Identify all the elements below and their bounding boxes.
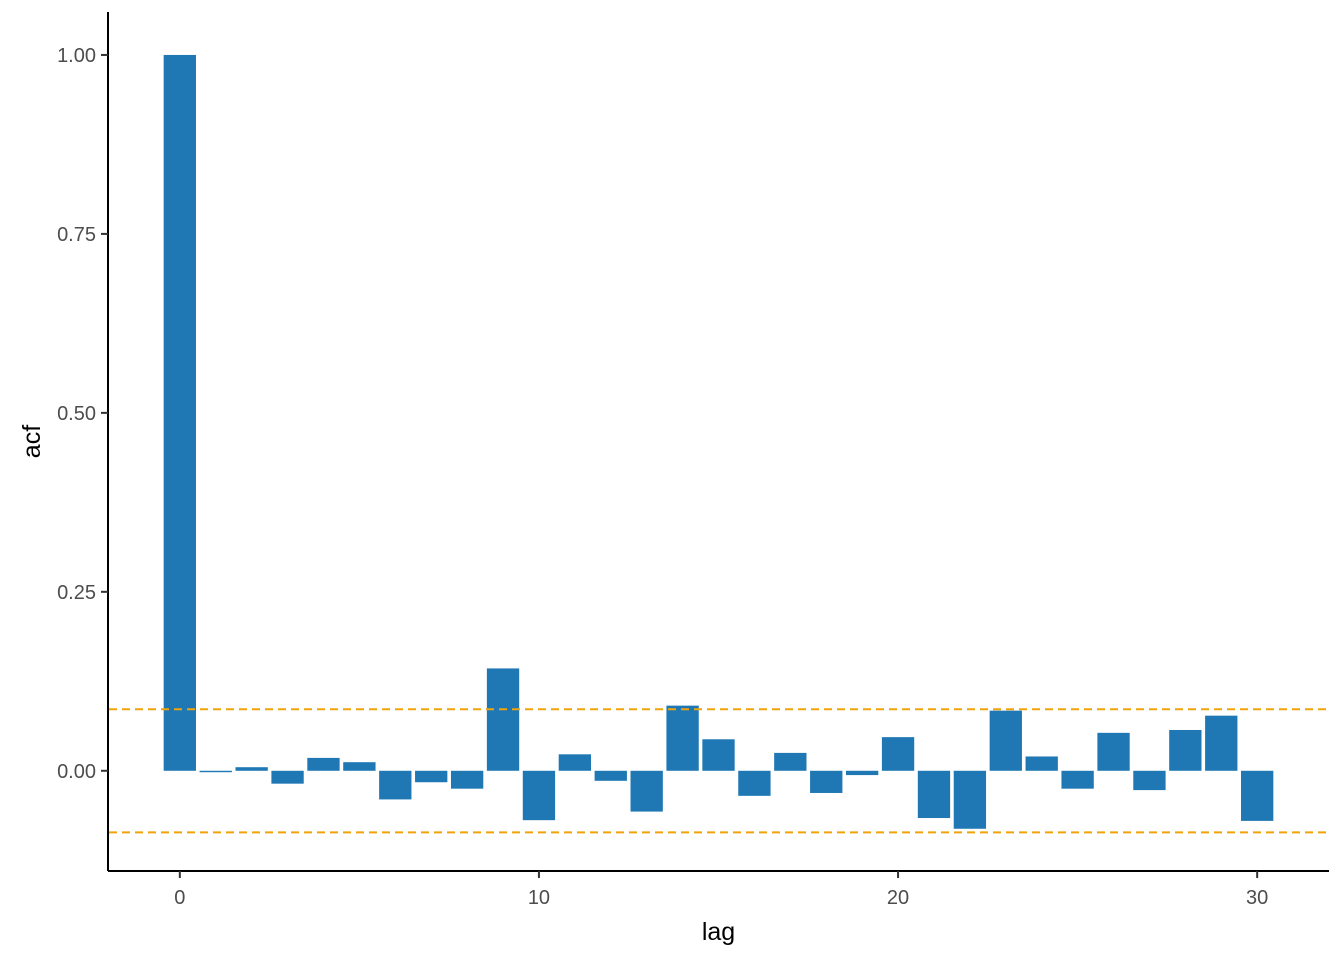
bar-lag-13: [630, 770, 663, 812]
bar-lag-18: [810, 770, 843, 793]
bar-lag-7: [415, 770, 448, 783]
bar-lag-15: [702, 739, 735, 771]
bar-lag-10: [522, 770, 556, 821]
bar-lag-25: [1061, 770, 1094, 789]
bar-lag-14: [666, 705, 699, 771]
bar-lag-2: [235, 767, 268, 771]
y-tick-label: 0.00: [57, 761, 96, 783]
bar-lag-3: [271, 770, 304, 784]
bar-lag-27: [1133, 770, 1166, 791]
bar-lag-5: [343, 762, 376, 771]
bar-lag-28: [1169, 729, 1202, 771]
bar-lag-9: [486, 668, 520, 771]
bar-lag-11: [558, 754, 592, 771]
y-tick-label: 0.50: [57, 403, 96, 425]
x-tick-label: 0: [174, 887, 185, 909]
bar-lag-30: [1241, 770, 1274, 821]
bar-lag-22: [953, 770, 987, 829]
bar-lag-1: [199, 770, 232, 773]
axes-group: [107, 12, 1329, 872]
bar-lag-12: [594, 770, 627, 781]
x-tick-label: 10: [528, 887, 550, 909]
y-axis-title: acf: [18, 425, 46, 458]
bar-lag-0: [163, 54, 196, 771]
y-tick-label: 1.00: [57, 45, 96, 67]
bar-lag-17: [774, 752, 807, 771]
bar-lag-4: [307, 757, 340, 771]
bar-lag-8: [450, 770, 484, 789]
bar-lag-16: [738, 770, 771, 796]
x-axis-title: lag: [702, 918, 735, 946]
y-ticks-group: 0.00 0.25 0.50 0.75 1.00: [57, 45, 108, 783]
bar-lag-29: [1205, 715, 1238, 771]
bar-lag-24: [1025, 756, 1058, 771]
x-tick-label: 30: [1246, 887, 1268, 909]
bar-lag-20: [881, 737, 915, 771]
bar-lag-21: [917, 770, 951, 819]
bar-lag-26: [1097, 732, 1130, 771]
bars-group: [163, 54, 1274, 829]
confidence-lines-group: [109, 708, 1329, 834]
bar-lag-6: [379, 770, 412, 800]
x-ticks-group: 0 10 20 30: [174, 871, 1268, 909]
y-tick-label: 0.75: [57, 224, 96, 246]
x-tick-label: 20: [887, 887, 909, 909]
bar-lag-19: [845, 770, 879, 776]
bar-lag-23: [989, 710, 1022, 771]
y-tick-label: 0.25: [57, 582, 96, 604]
